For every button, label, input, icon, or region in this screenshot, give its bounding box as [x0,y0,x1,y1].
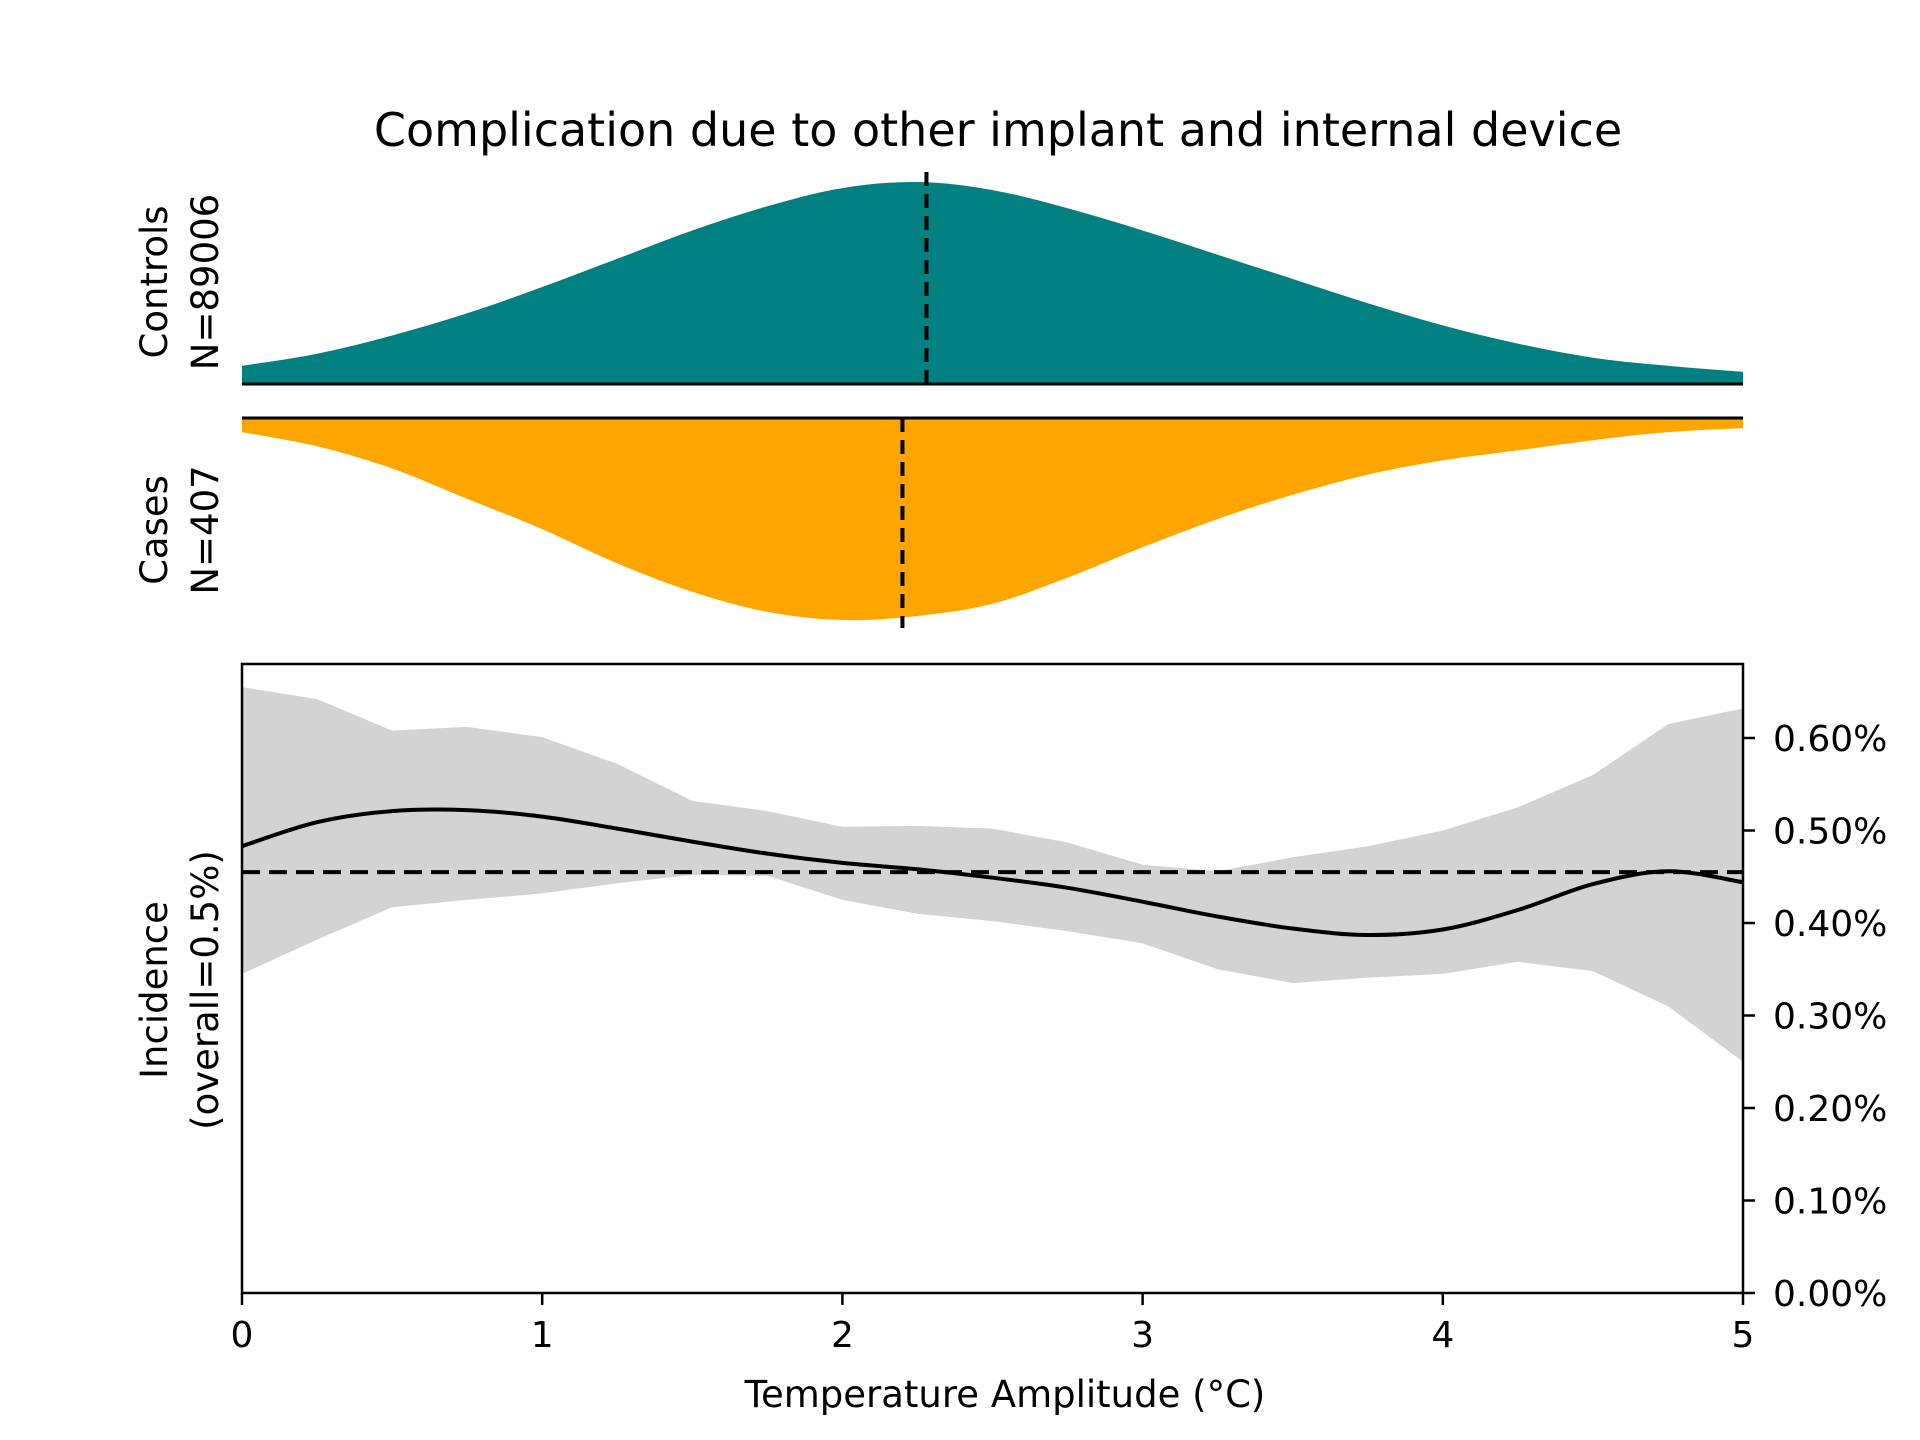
x-axis-ticks: 0 1 2 3 4 5 [231,1293,1755,1356]
controls-label: Controls [133,205,176,358]
y-tick-label: 0.60% [1773,719,1887,760]
y-tick-label: 0.30% [1773,997,1887,1038]
y-tick-label: 0.10% [1773,1182,1887,1223]
y-tick-label: 0.00% [1773,1274,1887,1315]
x-tick-label: 0 [231,1315,254,1356]
x-tick-label: 4 [1431,1315,1454,1356]
incidence-panel: 0 1 2 3 4 5 0.00% 0.10% 0.20% 0.30% 0.40% 0.50% 0.6… [133,662,1887,1416]
y-tick-label: 0.40% [1773,904,1887,945]
incidence-curve [241,807,1744,938]
incidence-ylabel-overall: (overall=0.5%) [184,850,227,1130]
x-tick-label: 1 [531,1315,554,1356]
cases-density-panel: Cases N=407 [133,416,1743,628]
controls-count-label: N=89006 [184,194,227,370]
y-tick-label: 0.20% [1773,1089,1887,1130]
x-tick-label: 2 [831,1315,854,1356]
chart-title: Complication due to other implant and in… [374,103,1622,157]
cases-density-area [242,418,1743,621]
incidence-plot-frame [240,662,1745,1295]
controls-density-panel: Controls N=89006 [133,172,1743,386]
x-tick-label: 3 [1131,1315,1154,1356]
x-tick-label: 5 [1732,1315,1755,1356]
incidence-ylabel: Incidence [133,901,176,1079]
y-axis-ticks: 0.00% 0.10% 0.20% 0.30% 0.40% 0.50% 0.60% [1743,719,1887,1315]
x-axis-label: Temperature Amplitude (°C) [744,1373,1266,1416]
y-tick-label: 0.50% [1773,812,1887,853]
incidence-confidence-band [242,687,1743,1062]
cases-label: Cases [133,475,176,585]
controls-density-area [242,181,1743,384]
cases-count-label: N=407 [184,465,227,594]
